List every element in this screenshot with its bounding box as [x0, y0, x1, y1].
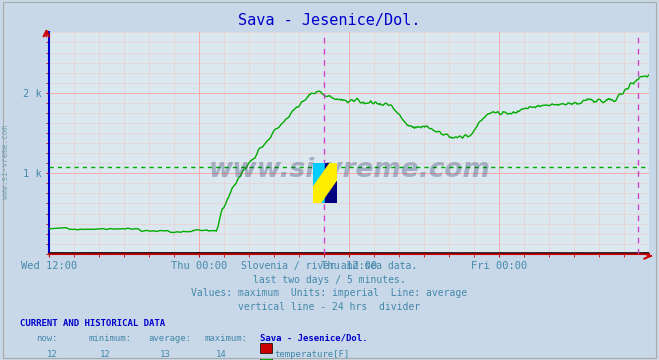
Text: CURRENT AND HISTORICAL DATA: CURRENT AND HISTORICAL DATA: [20, 319, 165, 328]
Bar: [313, 163, 326, 203]
Text: www.si-vreme.com: www.si-vreme.com: [208, 157, 490, 183]
Text: Slovenia / river and sea data.: Slovenia / river and sea data.: [241, 261, 418, 271]
Text: 12: 12: [100, 350, 111, 359]
Text: vertical line - 24 hrs  divider: vertical line - 24 hrs divider: [239, 302, 420, 312]
Text: Sava - Jesenice/Dol.: Sava - Jesenice/Dol.: [239, 13, 420, 28]
Text: 13: 13: [159, 350, 170, 359]
Text: www.si-vreme.com: www.si-vreme.com: [1, 125, 10, 199]
Text: now:: now:: [36, 334, 58, 343]
Text: maximum:: maximum:: [204, 334, 247, 343]
Text: temperature[F]: temperature[F]: [275, 350, 350, 359]
Bar: [326, 163, 337, 203]
Text: 12: 12: [47, 350, 58, 359]
Text: average:: average:: [148, 334, 191, 343]
Polygon shape: [313, 163, 337, 203]
Text: last two days / 5 minutes.: last two days / 5 minutes.: [253, 275, 406, 285]
Text: Values: maximum  Units: imperial  Line: average: Values: maximum Units: imperial Line: av…: [191, 288, 468, 298]
Text: minimum:: minimum:: [89, 334, 132, 343]
Text: 14: 14: [215, 350, 226, 359]
Text: Sava - Jesenice/Dol.: Sava - Jesenice/Dol.: [260, 334, 368, 343]
